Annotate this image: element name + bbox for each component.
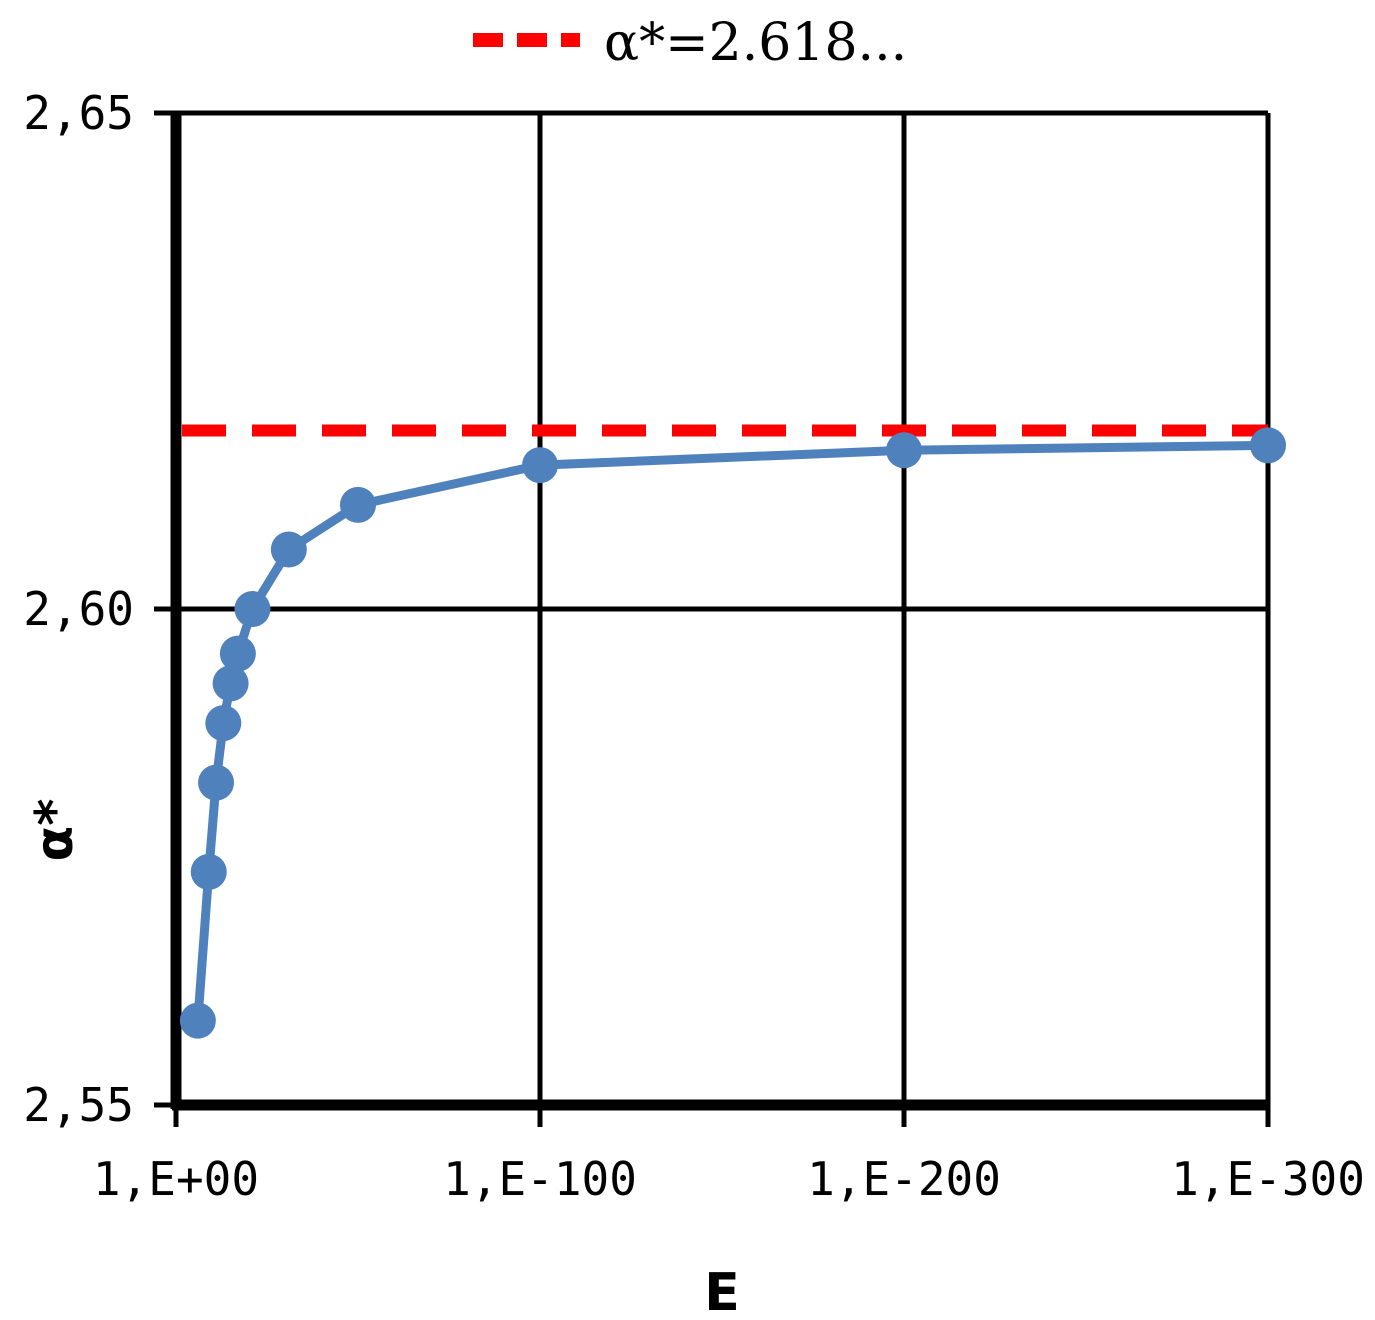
data-point — [190, 853, 227, 890]
data-point — [1250, 427, 1286, 464]
data-point — [270, 531, 307, 568]
tick-labels: 1,E+00 1,E-100 1,E-200 1,E-300 2,55 2,60 2,65 — [23, 86, 1365, 1206]
data-point — [340, 486, 376, 523]
grid — [176, 110, 1271, 1105]
data-point — [219, 635, 256, 672]
data-point — [522, 447, 558, 484]
x-tick-label: 1,E-200 — [807, 1152, 1001, 1206]
y-tick-label: 2,65 — [23, 86, 134, 140]
data-point — [886, 432, 922, 469]
x-tick-label: 1,E-300 — [1171, 1152, 1365, 1206]
data-point — [212, 665, 249, 702]
data-point — [179, 1002, 216, 1039]
x-axis-title: E — [704, 1263, 740, 1320]
data-point — [234, 591, 271, 627]
series-layer — [179, 427, 1286, 1039]
axes — [154, 110, 1271, 1127]
y-axis-title: α* — [25, 799, 85, 862]
legend: α*=2.618... — [473, 13, 907, 73]
legend-label: α*=2.618... — [604, 13, 907, 73]
x-tick-label: 1,E+00 — [93, 1152, 259, 1206]
series-line — [193, 440, 1269, 1022]
y-tick-label: 2,60 — [23, 582, 134, 636]
x-tick-label: 1,E-100 — [443, 1152, 637, 1206]
y-tick-label: 2,55 — [23, 1078, 134, 1132]
data-point — [198, 764, 235, 801]
data-point — [205, 705, 242, 742]
